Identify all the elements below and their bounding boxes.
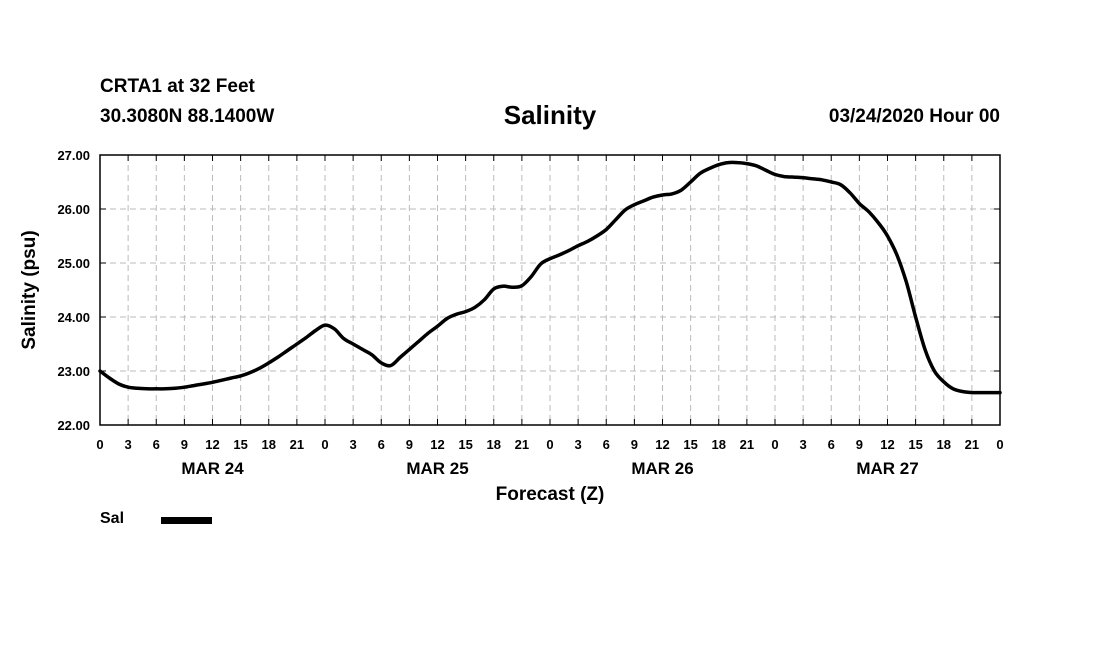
station-name: CRTA1 at 32 Feet xyxy=(100,76,255,97)
x-tick-label: 15 xyxy=(908,437,922,452)
x-tick-label: 12 xyxy=(205,437,219,452)
day-label: MAR 27 xyxy=(856,459,918,478)
x-tick-label: 15 xyxy=(458,437,472,452)
x-tick-label: 9 xyxy=(856,437,863,452)
x-tick-label: 3 xyxy=(125,437,132,452)
x-tick-label: 18 xyxy=(487,437,501,452)
x-tick-label: 18 xyxy=(937,437,951,452)
x-tick-label: 12 xyxy=(880,437,894,452)
x-tick-label: 6 xyxy=(828,437,835,452)
ticks xyxy=(99,154,1001,426)
y-tick-label: 26.00 xyxy=(57,202,90,217)
x-tick-label: 0 xyxy=(771,437,778,452)
y-tick-label: 27.00 xyxy=(57,148,90,163)
y-tick-label: 22.00 xyxy=(57,418,90,433)
day-label: MAR 24 xyxy=(181,459,244,478)
x-tick-label: 9 xyxy=(181,437,188,452)
legend-label: Sal xyxy=(100,510,125,527)
x-tick-label: 15 xyxy=(683,437,697,452)
station-coords: 30.3080N 88.1400W xyxy=(100,106,275,127)
x-tick-label: 6 xyxy=(378,437,385,452)
chart-title: Salinity xyxy=(503,100,597,130)
x-tick-label: 3 xyxy=(575,437,582,452)
y-tick-label: 25.00 xyxy=(57,256,90,271)
grid xyxy=(100,155,1000,425)
x-tick-label: 21 xyxy=(740,437,754,452)
x-tick-label: 0 xyxy=(996,437,1003,452)
x-tick-label: 21 xyxy=(290,437,304,452)
y-axis-title: Salinity (psu) xyxy=(19,230,40,349)
x-tick-label: 21 xyxy=(515,437,529,452)
x-tick-label: 9 xyxy=(631,437,638,452)
series-layer xyxy=(98,160,1002,395)
day-label: MAR 26 xyxy=(631,459,693,478)
x-tick-label: 3 xyxy=(350,437,357,452)
x-tick-label: 0 xyxy=(546,437,553,452)
x-tick-label: 3 xyxy=(800,437,807,452)
x-tick-label: 0 xyxy=(321,437,328,452)
y-tick-label: 24.00 xyxy=(57,310,90,325)
x-tick-label: 18 xyxy=(262,437,276,452)
forecast-date: 03/24/2020 Hour 00 xyxy=(828,106,1000,127)
day-label: MAR 25 xyxy=(406,459,468,478)
x-tick-label: 6 xyxy=(153,437,160,452)
y-tick-label: 23.00 xyxy=(57,364,90,379)
x-tick-label: 9 xyxy=(406,437,413,452)
legend-line-swatch xyxy=(161,517,212,524)
x-tick-label: 18 xyxy=(712,437,726,452)
x-tick-label: 15 xyxy=(233,437,247,452)
x-axis-title: Forecast (Z) xyxy=(496,484,605,505)
x-tick-label: 12 xyxy=(655,437,669,452)
x-tick-label: 12 xyxy=(430,437,444,452)
series-line-sal xyxy=(98,160,1002,395)
x-tick-label: 21 xyxy=(965,437,979,452)
x-tick-label: 6 xyxy=(603,437,610,452)
tick-labels: 0 3 6 9 12 15 18 21 0 3 6 9 12 15 18 21 0 3 6 9 12 15 18 21 0 3 6 9… xyxy=(57,148,1003,478)
x-tick-label: 0 xyxy=(96,437,103,452)
